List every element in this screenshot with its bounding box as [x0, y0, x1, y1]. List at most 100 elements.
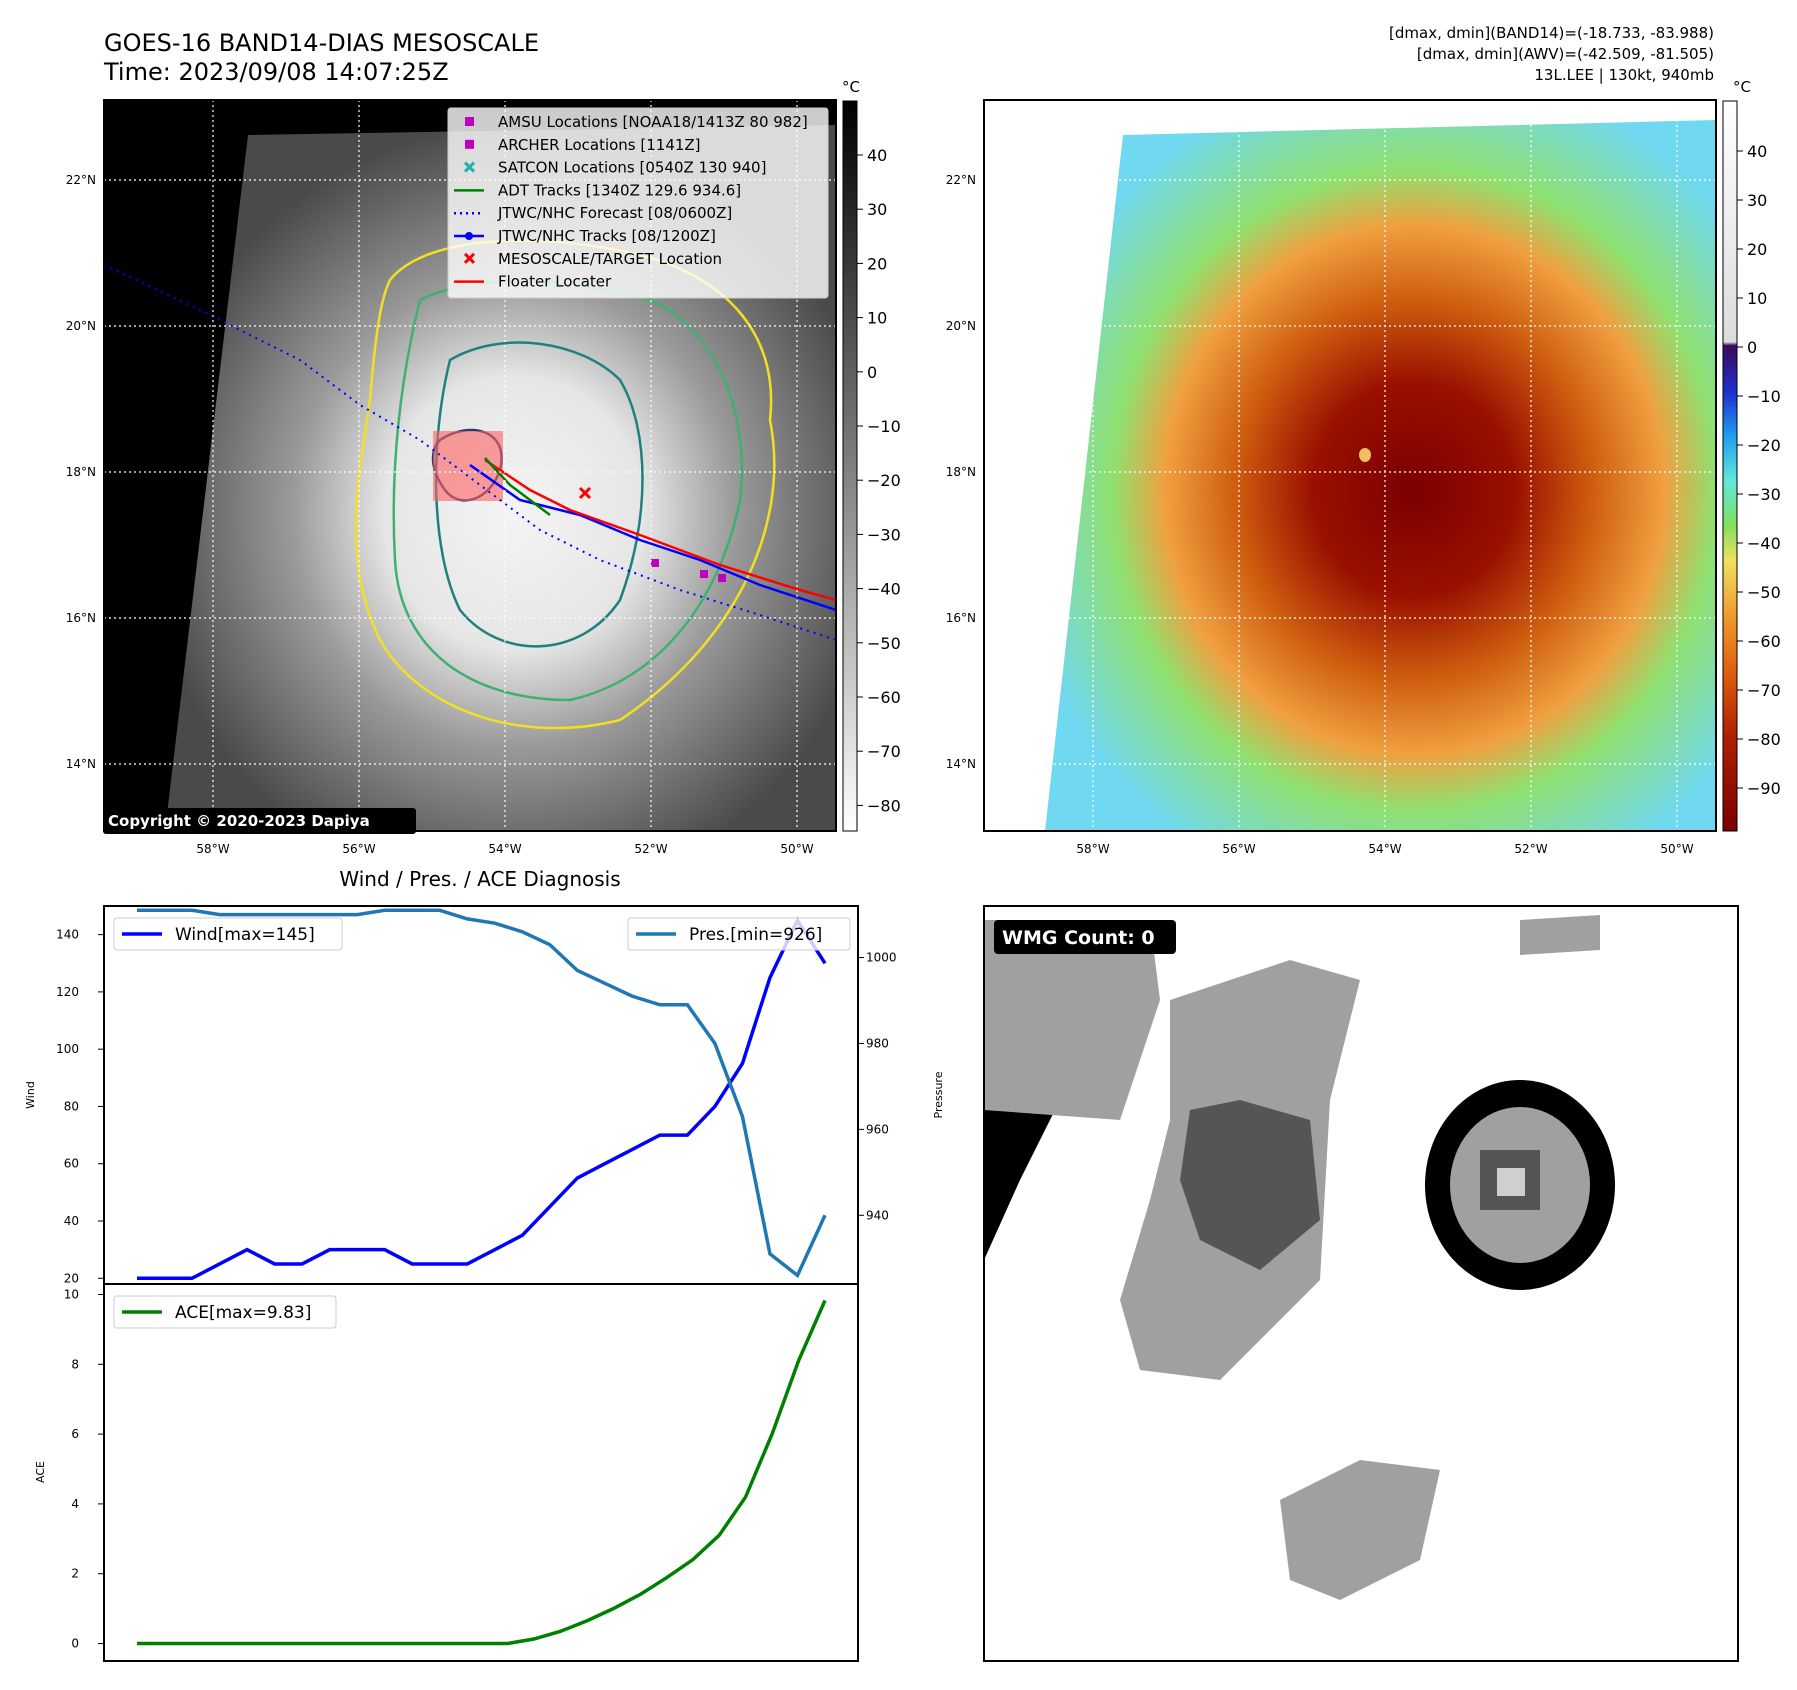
wind-tick-label: 60 — [64, 1157, 79, 1171]
colorbar-tick-label: −20 — [1747, 436, 1781, 455]
wmg-dark-band — [1180, 1100, 1320, 1270]
colorbar-tick-label: −90 — [1747, 779, 1781, 798]
dias-imagery — [1045, 120, 1716, 831]
right-map-frame — [983, 99, 1717, 832]
left-map-panel: AMSU Locations [NOAA18/1413Z 80 982] ARCH… — [66, 78, 901, 856]
colorbar-tick-label: 40 — [867, 146, 887, 165]
pressure-series-line — [137, 908, 827, 1279]
wmg-eye — [1497, 1168, 1525, 1196]
colorbar-tick-label: 10 — [867, 309, 887, 328]
colorbar-tick-label: −10 — [867, 417, 901, 436]
lon-label: 50°W — [780, 842, 813, 856]
ace-tick-label: 4 — [71, 1497, 79, 1511]
lon-label: 58°W — [196, 842, 229, 856]
wind-legend-box — [113, 917, 343, 951]
lat-label: 22°N — [946, 173, 976, 187]
dias-colorbar-ticks: 40 30 20 10 0 −10 −20 −30 −40 −50 −60 −70 −80 −90 — [1737, 142, 1781, 798]
floater-track — [484, 458, 836, 602]
contour-teal — [434, 341, 644, 648]
right-grid-lines — [984, 100, 1716, 831]
figure-time: Time: 2023/09/08 14:07:25Z — [103, 58, 449, 86]
ace-tick-label: 0 — [71, 1637, 79, 1651]
wmg-count-label: WMG Count: 0 — [1002, 927, 1155, 949]
colorbar-tick-label: 20 — [1747, 240, 1767, 259]
lon-label: 54°W — [1368, 842, 1401, 856]
lat-label: 22°N — [66, 173, 96, 187]
lon-label: 52°W — [1514, 842, 1547, 856]
lon-label: 54°W — [488, 842, 521, 856]
right-map-panel: 22°N 20°N 18°N 16°N 14°N 58°W 56°W 54°W 52°W 50°… — [946, 78, 1781, 856]
ace-tick-label: 2 — [71, 1567, 79, 1581]
legend-label: JTWC/NHC Forecast [08/0600Z] — [497, 204, 732, 222]
wind-series-line — [137, 916, 827, 1281]
legend-item: MESOSCALE/TARGET Location — [463, 250, 722, 268]
wind-tick-label: 20 — [64, 1271, 79, 1285]
lat-label: 16°N — [66, 611, 96, 625]
legend-label: JTWC/NHC Tracks [08/1200Z] — [497, 227, 716, 245]
dias-colorbar-unit: °C — [1733, 78, 1751, 96]
wind-tick-label: 80 — [64, 1099, 79, 1113]
ace-tick-label: 10 — [64, 1287, 79, 1301]
wmg-gray-region-s — [1280, 1460, 1440, 1600]
colorbar-tick-label: −60 — [1747, 632, 1781, 651]
legend-item: JTWC/NHC Tracks [08/1200Z] — [454, 227, 716, 245]
lon-label: 56°W — [342, 842, 375, 856]
wind-pressure-frame — [103, 905, 859, 1285]
ace-tick-label: 6 — [71, 1427, 79, 1441]
wmg-frame — [983, 905, 1739, 1662]
colorbar-tick-label: −50 — [1747, 583, 1781, 602]
wind-tick-label: 120 — [56, 985, 79, 999]
left-lon-labels: 58°W 56°W 54°W 52°W 50°W — [196, 842, 813, 856]
ace-legend-label: ACE[max=9.83] — [175, 1303, 311, 1323]
pressure-legend: Pres.[min=926] — [627, 917, 851, 951]
wind-tick-label: 100 — [56, 1042, 79, 1056]
colorbar-tick-label: −40 — [867, 580, 901, 599]
legend-square-marker — [465, 117, 474, 126]
ace-panel: 0 2 4 6 8 10 ACE ACE[max=9.83] — [34, 1283, 859, 1662]
colorbar-tick-label: −70 — [1747, 681, 1781, 700]
ace-axis-label: ACE — [34, 1461, 47, 1483]
storm-eye — [1359, 448, 1371, 462]
colorbar-tick-label: −30 — [867, 525, 901, 544]
adt-track — [484, 457, 551, 516]
colorbar-tick-label: 40 — [1747, 142, 1767, 161]
wind-legend-label: Wind[max=145] — [175, 925, 315, 945]
lon-label: 58°W — [1076, 842, 1109, 856]
dmax-awv: [dmax, dmin](AWV)=(-42.509, -81.505) — [1417, 45, 1714, 63]
wind-tick-label: 40 — [64, 1214, 79, 1228]
legend-item: AMSU Locations [NOAA18/1413Z 80 982] — [465, 113, 808, 131]
colorbar-tick-label: 0 — [1747, 338, 1757, 357]
legend-box — [447, 107, 829, 299]
lat-label: 18°N — [946, 465, 976, 479]
map-legend: AMSU Locations [NOAA18/1413Z 80 982] ARCH… — [447, 107, 829, 299]
ace-axis-ticks: 0 2 4 6 8 10 — [64, 1287, 104, 1651]
amsu-marker — [651, 559, 659, 567]
gray-colorbar — [842, 100, 858, 832]
wmg-panel: WMG Count: 0 — [983, 905, 1739, 1662]
wind-axis-ticks: 20 40 60 80 100 120 140 — [56, 928, 104, 1285]
legend-square-marker — [465, 139, 474, 149]
colorbar-tick-label: −80 — [867, 796, 901, 815]
legend-x-marker — [463, 161, 476, 173]
wind-axis-label: Wind — [24, 1081, 37, 1109]
legend-label: ARCHER Locations [1141Z] — [498, 136, 701, 154]
left-lat-labels: 22°N 20°N 18°N 16°N 14°N — [66, 173, 96, 771]
ace-frame — [103, 1283, 859, 1662]
gray-colorbar-ticks: 40 30 20 10 0 −10 −20 −30 −40 −50 −60 −70 −80 — [857, 146, 901, 815]
colorbar-tick-label: −10 — [1747, 387, 1781, 406]
pressure-tick-label: 960 — [866, 1122, 889, 1136]
ace-legend-box — [113, 1295, 337, 1329]
wind-tick-label: 140 — [56, 928, 79, 942]
wmg-gray-region-ne — [1520, 915, 1600, 955]
legend-x-marker — [463, 252, 476, 264]
colorbar-tick-label: 30 — [1747, 191, 1767, 210]
colorbar-tick-label: −20 — [867, 471, 901, 490]
legend-item: JTWC/NHC Forecast [08/0600Z] — [454, 204, 732, 222]
lat-label: 20°N — [946, 319, 976, 333]
legend-label: Floater Locater — [498, 273, 612, 291]
colorbar-tick-label: 0 — [867, 363, 877, 382]
diagnosis-title: Wind / Pres. / ACE Diagnosis — [339, 867, 620, 891]
right-lon-labels: 58°W 56°W 54°W 52°W 50°W — [1076, 842, 1693, 856]
legend-dot-marker — [465, 232, 473, 240]
